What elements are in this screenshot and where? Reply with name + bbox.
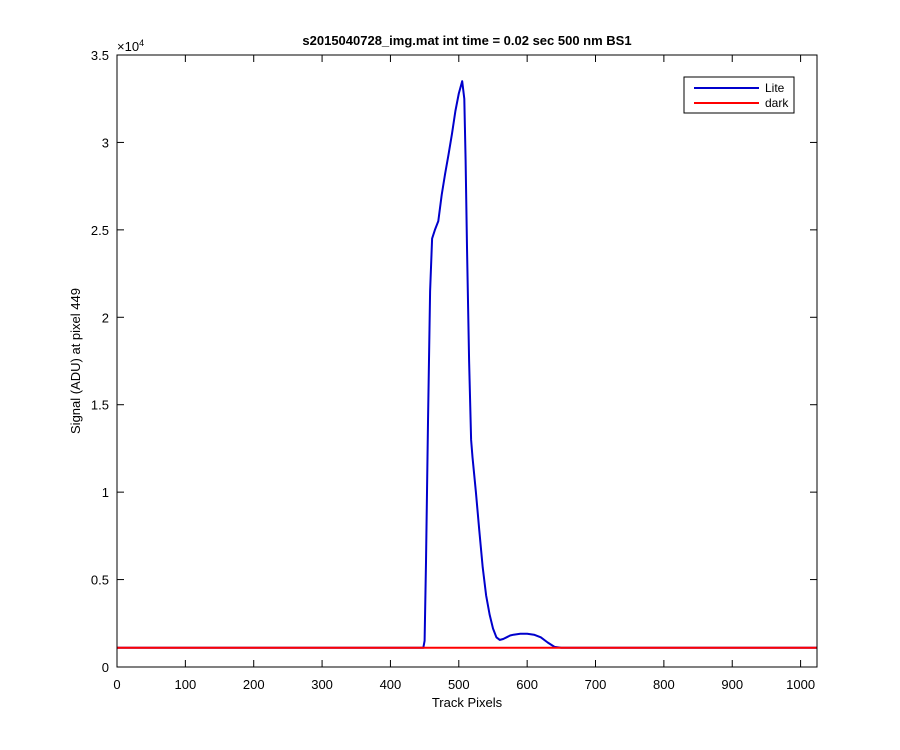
x-tick-label: 200 [243, 677, 265, 692]
y-tick-label: 0.5 [91, 573, 109, 588]
y-tick-label: 3.5 [91, 48, 109, 63]
y-tick-label: 2.5 [91, 223, 109, 238]
legend-label-dark: dark [765, 96, 789, 110]
y-axis-multiplier: ×104 [117, 38, 144, 54]
x-tick-label: 300 [311, 677, 333, 692]
plot-area [117, 55, 817, 667]
x-tick-label: 400 [380, 677, 402, 692]
series-layer [117, 80, 817, 649]
series-line-lite [117, 80, 817, 649]
y-tick-label: 1.5 [91, 398, 109, 413]
x-tick-label: 100 [175, 677, 197, 692]
legend-box [683, 76, 795, 114]
x-tick-label: 900 [721, 677, 743, 692]
legend-label-lite: Lite [765, 81, 785, 95]
x-tick-label: 700 [585, 677, 607, 692]
y-multiplier-base: ×10 [117, 39, 139, 54]
x-tick-label: 800 [653, 677, 675, 692]
x-tick-label: 1000 [786, 677, 815, 692]
chart-title: s2015040728_img.mat int time = 0.02 sec … [302, 33, 631, 48]
ticks-layer: 0 100 200 300 400 500 600 700 800 900 1000 0 0.5 1 1.5… [91, 48, 817, 692]
x-axis-label: Track Pixels [432, 695, 503, 710]
y-tick-label: 0 [102, 660, 109, 675]
x-tick-label: 600 [516, 677, 538, 692]
plot-frame [116, 54, 818, 668]
x-tick-label: 500 [448, 677, 470, 692]
y-tick-label: 1 [102, 485, 109, 500]
y-axis-label: Signal (ADU) at pixel 449 [68, 288, 83, 434]
y-multiplier-exponent: 4 [139, 38, 144, 48]
x-tick-label: 0 [113, 677, 120, 692]
y-tick-label: 3 [102, 135, 109, 150]
y-tick-label: 2 [102, 310, 109, 325]
